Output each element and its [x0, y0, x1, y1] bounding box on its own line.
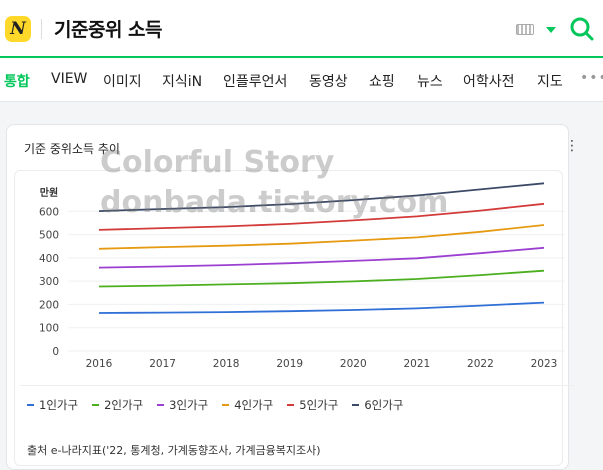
- chart-legend: 1인가구 2인가구 3인가구 4인가구 5인가구 6인가구: [27, 396, 417, 414]
- chart-frame: [14, 170, 563, 466]
- chevron-down-icon[interactable]: [546, 27, 556, 33]
- legend-swatch: [352, 404, 360, 406]
- x-tick-label: 2017: [149, 358, 176, 370]
- search-tabs: 통합 VIEW 이미지 지식iN 인플루언서 동영상 쇼핑 뉴스 어학사전 지도…: [0, 58, 603, 102]
- x-tick-label: 2019: [276, 358, 303, 370]
- legend-label: 5인가구: [299, 398, 339, 412]
- series-line-2: [98, 269, 545, 288]
- series-line-4: [98, 224, 545, 250]
- tab-integrated[interactable]: 통합: [4, 74, 30, 90]
- y-tick-label: 0: [52, 346, 59, 358]
- legend-item[interactable]: 5인가구: [287, 396, 338, 414]
- legend-divider: [20, 385, 575, 386]
- y-axis-unit: 만원: [40, 186, 58, 199]
- keyboard-icon[interactable]: [516, 24, 534, 35]
- x-tick-label: 2021: [403, 358, 430, 370]
- y-tick-label: 300: [39, 276, 59, 288]
- tab-images[interactable]: 이미지: [103, 74, 142, 90]
- series-line-6: [98, 182, 545, 212]
- search-header: N 기준중위 소득: [0, 0, 603, 58]
- watermark-line-2: donbada.tistory.com: [100, 185, 449, 220]
- legend-label: 6인가구: [364, 398, 404, 412]
- tab-news[interactable]: 뉴스: [417, 74, 443, 90]
- card-title: 기준 중위소득 추이: [24, 142, 120, 156]
- x-tick-label: 2020: [340, 358, 367, 370]
- legend-swatch: [287, 404, 295, 406]
- search-input[interactable]: 기준중위 소득: [54, 19, 163, 41]
- tab-view[interactable]: VIEW: [51, 71, 88, 87]
- series-line-3: [98, 246, 545, 269]
- median-income-card: 기준 중위소득 추이: [6, 124, 569, 470]
- series-line-1: [98, 301, 545, 314]
- legend-item[interactable]: 4인가구: [222, 396, 273, 414]
- y-tick-label: 400: [39, 253, 59, 265]
- header-divider: [41, 19, 42, 39]
- x-tick-label: 2018: [213, 358, 240, 370]
- naver-logo[interactable]: N: [5, 16, 31, 42]
- y-tick-label: 500: [39, 230, 59, 242]
- legend-label: 4인가구: [234, 398, 274, 412]
- watermark-line-1: Colorful Story: [100, 145, 335, 180]
- tab-shopping[interactable]: 쇼핑: [369, 74, 395, 90]
- y-tick-label: 200: [39, 299, 59, 311]
- series-line-5: [98, 202, 545, 231]
- tab-kin[interactable]: 지식iN: [162, 74, 203, 90]
- tab-influencer[interactable]: 인플루언서: [223, 74, 288, 90]
- legend-item[interactable]: 2인가구: [92, 396, 143, 414]
- legend-item[interactable]: 1인가구: [27, 396, 78, 414]
- legend-label: 1인가구: [39, 398, 79, 412]
- watermark: Colorful Story donbada.tistory.com: [100, 143, 448, 223]
- search-icon[interactable]: [569, 16, 595, 42]
- legend-label: 3인가구: [169, 398, 209, 412]
- legend-swatch: [27, 404, 34, 406]
- legend-swatch: [157, 404, 165, 406]
- legend-swatch: [92, 404, 100, 406]
- legend-swatch: [222, 404, 230, 406]
- tab-dictionary[interactable]: 어학사전: [463, 74, 515, 90]
- more-tabs-icon[interactable]: •••: [580, 70, 603, 86]
- y-tick-label: 100: [39, 323, 59, 335]
- x-tick-label: 2016: [86, 358, 113, 370]
- legend-item[interactable]: 6인가구: [352, 396, 403, 414]
- legend-label: 2인가구: [104, 398, 144, 412]
- x-tick-label: 2022: [467, 358, 494, 370]
- legend-item[interactable]: 3인가구: [157, 396, 208, 414]
- tab-video[interactable]: 동영상: [309, 74, 348, 90]
- x-tick-label: 2023: [531, 358, 558, 370]
- tab-map[interactable]: 지도: [537, 74, 563, 90]
- y-tick-label: 600: [39, 206, 59, 218]
- source-note: 출처 e-나라지표('22, 통계청, 가계동향조사, 가계금융복지조사): [27, 444, 321, 457]
